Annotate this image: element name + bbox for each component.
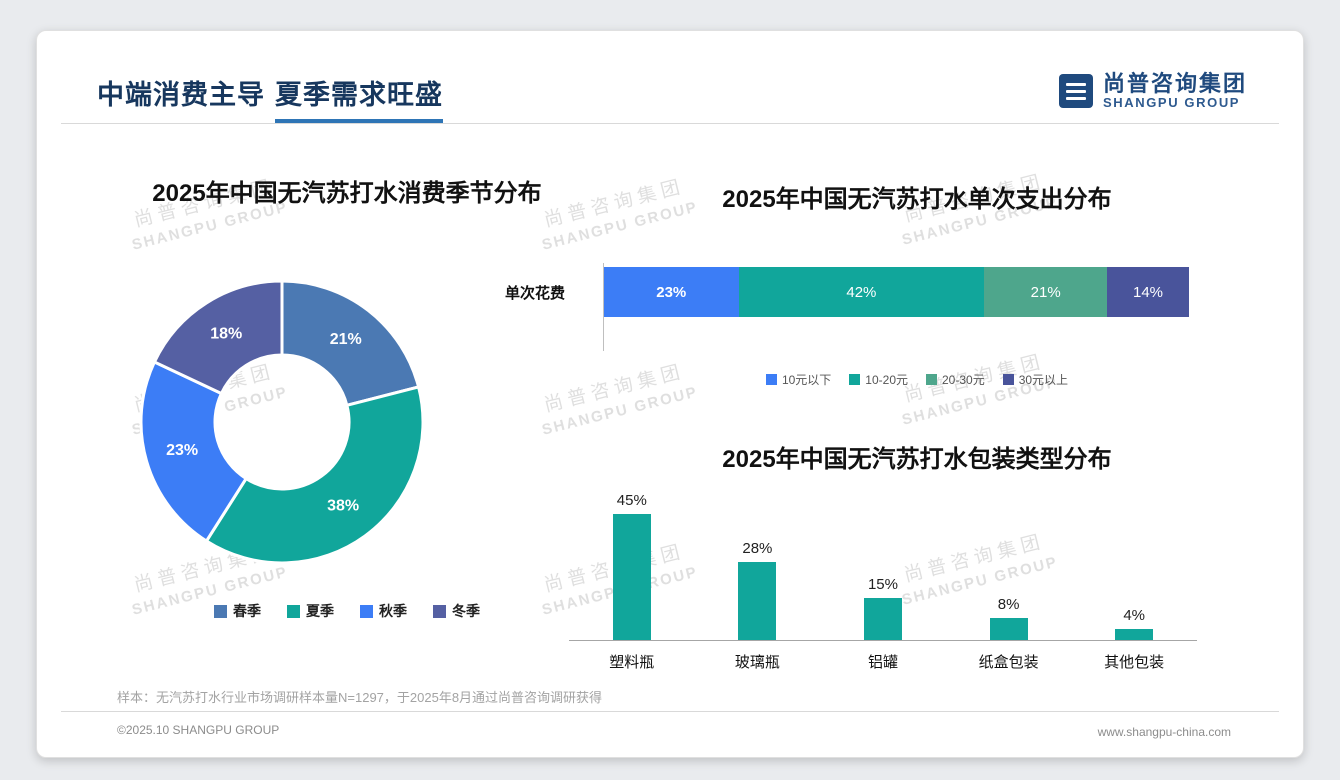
bar-category-label: 其他包装 <box>1104 654 1165 671</box>
stacked-bar-segment-3: 14% <box>1107 267 1189 317</box>
bar-category-label: 塑料瓶 <box>609 654 655 671</box>
footer-divider <box>61 711 1279 712</box>
legend-swatch <box>360 604 373 618</box>
donut-chart-svg: 21% 38% 23% 18% <box>139 279 425 565</box>
logo-text: 尚普咨询集团 SHANGPU GROUP <box>1103 71 1247 111</box>
season-chart-title: 2025年中国无汽苏打水消费季节分布 <box>152 180 542 207</box>
bar-category-label: 铝罐 <box>867 654 898 671</box>
donut-segment-2 <box>139 359 249 544</box>
logo-name-en: SHANGPU GROUP <box>1102 95 1241 111</box>
page-title: 中端消费主导 夏季需求旺盛 <box>97 73 443 123</box>
donut-segment-value: 21% <box>330 331 362 348</box>
packaging-chart-title: 2025年中国无汽苏打水包装类型分布 <box>722 446 1112 473</box>
stacked-bar-segment-0: 23% <box>604 267 739 317</box>
legend-swatch <box>287 604 300 618</box>
stacked-segment-value: 42% <box>846 283 877 301</box>
spend-chart-title: 2025年中国无汽苏打水单次支出分布 <box>722 186 1112 213</box>
stacked-segment-value: 21% <box>1030 283 1061 301</box>
donut-segment-value: 23% <box>166 442 198 459</box>
legend-label: 10-20元 <box>865 373 908 387</box>
donut-segment-value: 38% <box>327 497 359 514</box>
legend-label: 冬季 <box>452 603 480 619</box>
bar-value-label: 45% <box>616 492 647 509</box>
spend-chart-legend: 10元以下 10-20元 20-30元 30元以上 <box>587 371 1247 388</box>
bar-column: 8% <box>946 483 1072 640</box>
bar-value-label: 15% <box>867 576 898 593</box>
spend-stacked-bar: 23% 42% 21% 14% <box>604 267 1189 317</box>
season-donut-chart: 21% 38% 23% 18% <box>137 277 427 567</box>
bar <box>1115 629 1154 640</box>
bar-value-label: 28% <box>742 540 773 557</box>
bar-value-label: 4% <box>1123 607 1146 624</box>
legend-item: 20-30元 <box>926 371 985 388</box>
legend-swatch <box>214 604 227 618</box>
slide-card: 尚普咨询集团 SHANGPU GROUP 尚普咨询集团 SHANGPU GROUP … <box>36 30 1304 758</box>
bar-column: 28% <box>695 483 821 640</box>
stacked-bar-segment-2: 21% <box>984 267 1108 317</box>
logo-name-cn: 尚普咨询集团 <box>1102 71 1247 96</box>
donut-segment-1 <box>204 385 425 565</box>
footer-copyright: ©2025.10 SHANGPU GROUP <box>117 723 280 737</box>
legend-swatch <box>926 374 937 385</box>
legend-label: 30元以上 <box>1018 373 1069 387</box>
legend-item: 10元以下 <box>765 371 832 388</box>
bar <box>863 598 902 640</box>
legend-label: 夏季 <box>306 603 334 619</box>
bar-category-label: 纸盒包装 <box>978 654 1039 671</box>
spend-row-label: 单次花费 <box>505 284 566 302</box>
legend-label: 10元以下 <box>781 373 832 387</box>
legend-swatch <box>433 604 446 618</box>
footer-website: www.shangpu-china.com <box>1097 725 1231 739</box>
bar-column: 4% <box>1071 483 1197 640</box>
logo-icon <box>1058 74 1093 109</box>
header-divider <box>61 123 1279 124</box>
legend-swatch <box>765 374 777 385</box>
legend-swatch <box>849 374 861 385</box>
page-title-part2: 夏季需求旺盛 <box>275 73 443 123</box>
bar-column: 45% <box>569 483 695 640</box>
donut-segment-value: 18% <box>210 325 242 342</box>
legend-label: 春季 <box>233 603 261 619</box>
legend-label: 秋季 <box>379 603 407 619</box>
season-chart-legend: 春季 夏季 秋季 冬季 <box>87 601 607 621</box>
stacked-segment-value: 23% <box>656 283 687 301</box>
legend-item: 夏季 <box>287 601 334 621</box>
bar <box>612 514 651 640</box>
donut-segment-3 <box>152 279 284 396</box>
stacked-bar-segment-1: 42% <box>738 267 985 317</box>
bar-column: 15% <box>820 483 946 640</box>
packaging-category-labels: 塑料瓶 玻璃瓶 铝罐 纸盒包装 其他包装 <box>569 651 1197 672</box>
legend-item: 30元以上 <box>1002 371 1069 388</box>
legend-swatch <box>1002 374 1014 385</box>
bar-value-label: 8% <box>997 596 1020 613</box>
page-title-part1: 中端消费主导 <box>97 80 265 110</box>
company-logo: 尚普咨询集团 SHANGPU GROUP <box>1058 71 1247 111</box>
packaging-bar-chart: 45% 28% 15% 8% 4% <box>569 483 1197 641</box>
legend-item: 春季 <box>214 601 261 621</box>
legend-label: 20-30元 <box>942 373 985 387</box>
bar-category-label: 玻璃瓶 <box>734 654 780 671</box>
spend-axis-line <box>603 263 604 351</box>
legend-item: 10-20元 <box>849 371 908 388</box>
watermark-cn: 尚普咨询集团 <box>542 361 687 417</box>
legend-item: 冬季 <box>433 601 480 621</box>
bar <box>738 562 777 640</box>
stacked-segment-value: 14% <box>1133 283 1164 301</box>
sample-footnote: 样本：无汽苏打水行业市场调研样本量N=1297，于2025年8月通过尚普咨询调研… <box>117 690 603 705</box>
donut-segment-0 <box>280 279 421 408</box>
bar <box>989 618 1028 640</box>
legend-item: 秋季 <box>360 601 407 621</box>
